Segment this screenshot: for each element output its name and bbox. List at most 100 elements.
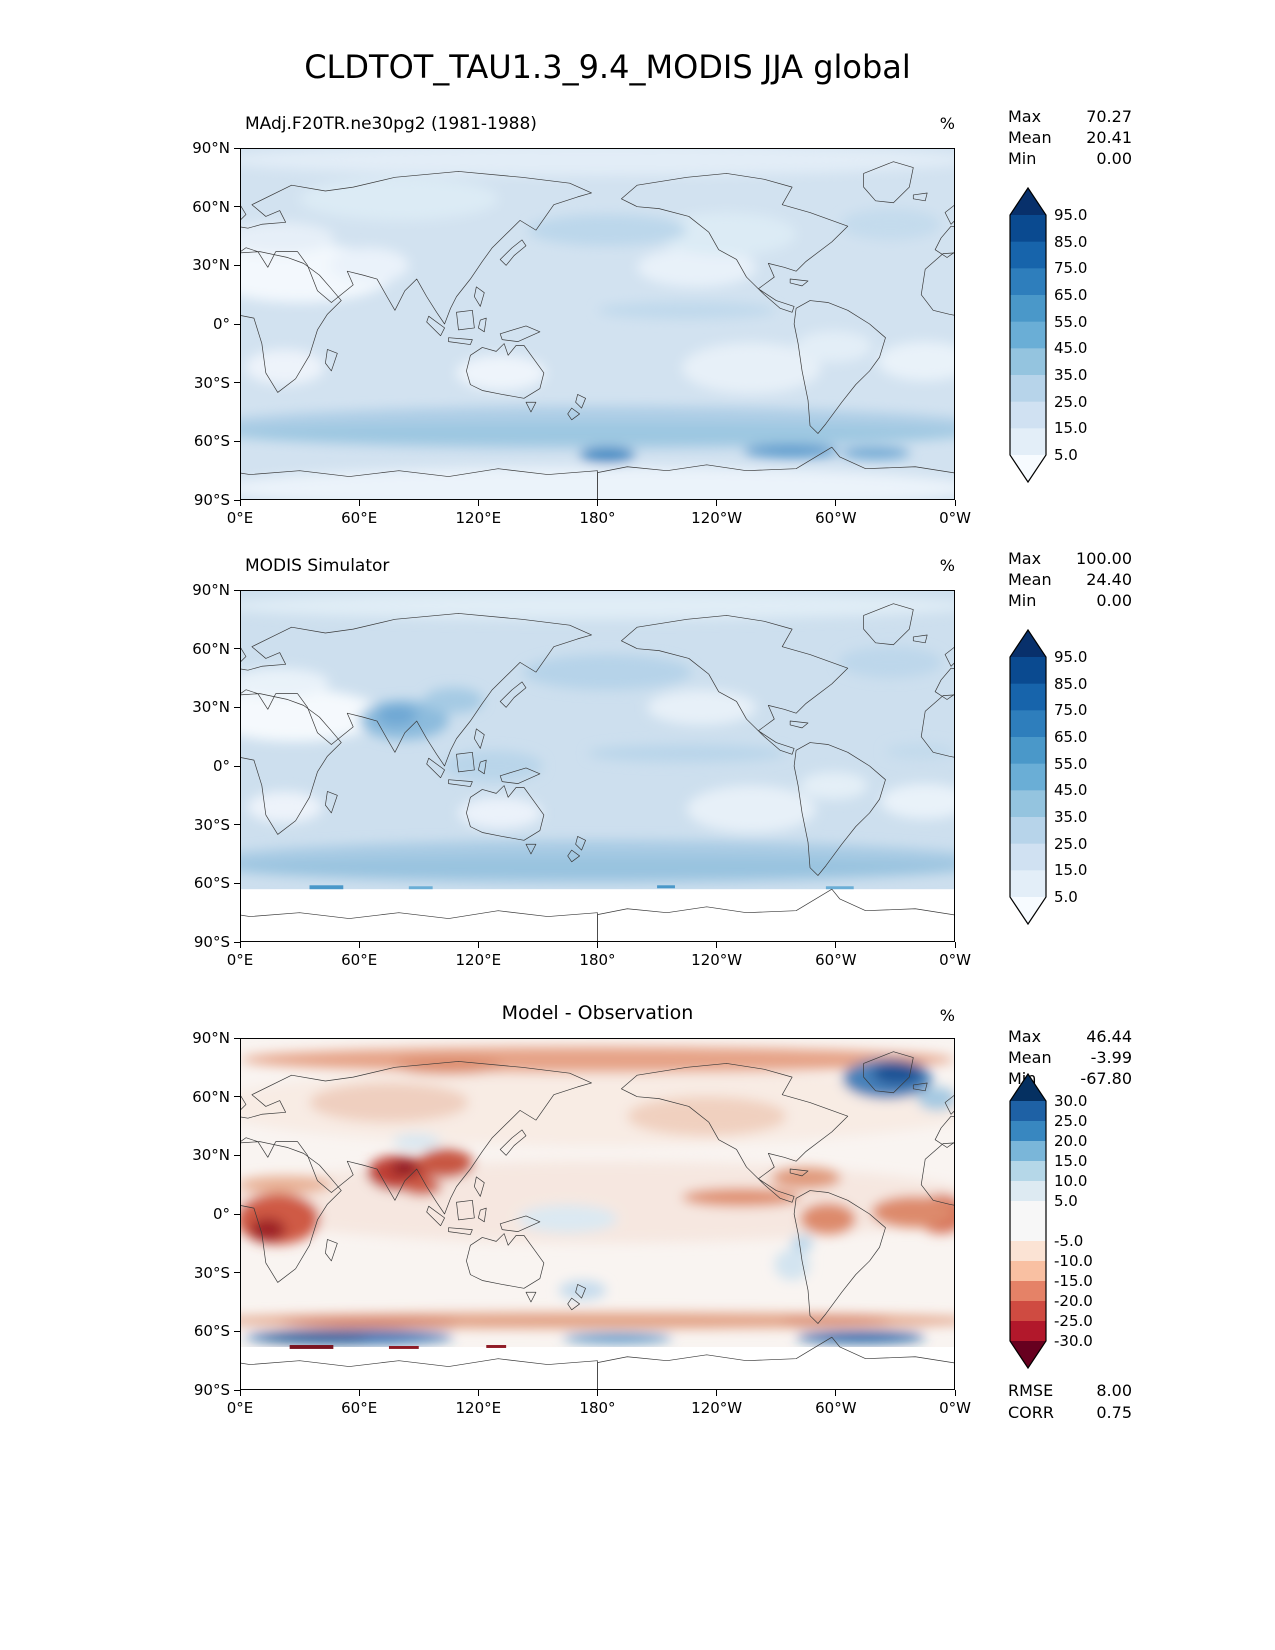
colorbar-tick-label: 95.0	[1054, 648, 1088, 666]
colorbar-tick-label: 30.0	[1054, 1092, 1088, 1110]
y-tick	[234, 1096, 240, 1098]
x-tick	[477, 942, 479, 948]
x-tick-label: 120°E	[455, 509, 502, 527]
stat-label: Max	[1008, 1027, 1042, 1046]
y-tick-label: 60°S	[193, 1322, 230, 1341]
colorbar-tick-label: 45.0	[1054, 781, 1088, 800]
colorbar-tick-label: 85.0	[1054, 674, 1088, 693]
map-observation	[240, 590, 955, 942]
figure-title: CLDTOT_TAU1.3_9.4_MODIS JJA global	[304, 48, 911, 86]
colorbar-outline	[1009, 1072, 1047, 1370]
panel1-unit: %	[939, 114, 955, 133]
stat-label: Mean	[1008, 570, 1052, 589]
colorbar-segment	[1010, 375, 1046, 403]
colorbar-tick-label: -10.0	[1054, 1252, 1093, 1270]
colorbar-tick-label: 25.0	[1054, 834, 1088, 853]
colorbar-segment	[1010, 428, 1046, 456]
colorbar-segment	[1010, 1241, 1046, 1262]
colorbar-segment	[1010, 1301, 1046, 1322]
x-tick-label: 120°W	[691, 951, 743, 969]
colorbar-tick-label: 15.0	[1054, 419, 1088, 438]
panel3-metrics: RMSE 8.00 CORR 0.75	[1008, 1380, 1132, 1424]
y-tick	[234, 206, 240, 208]
x-tick-label: 180°	[579, 509, 616, 527]
stat-row: Mean 20.41	[1008, 127, 1132, 148]
x-tick-label: 60°E	[341, 951, 378, 969]
y-tick	[234, 1154, 240, 1156]
x-tick	[716, 942, 718, 948]
y-tick-label: 90°N	[192, 1029, 230, 1047]
y-tick	[234, 1037, 240, 1039]
y-tick	[234, 824, 240, 826]
colorbar-segment	[1010, 348, 1046, 376]
colorbar-segment	[1010, 268, 1046, 296]
colorbar-segment	[1010, 870, 1046, 898]
colorbar-tick-label: 65.0	[1054, 728, 1088, 746]
y-tick	[234, 499, 240, 501]
colorbar-segment	[1010, 1181, 1046, 1202]
colorbar-segment	[1010, 683, 1046, 711]
metric-label: CORR	[1008, 1403, 1054, 1422]
colorbar-tick-label: 5.0	[1054, 446, 1078, 464]
y-tick	[234, 648, 240, 650]
colorbar-observation	[1009, 628, 1047, 926]
x-tick-label: 60°W	[815, 951, 857, 969]
colorbar-outline	[1009, 628, 1047, 926]
colorbar-tick-label: 10.0	[1054, 1172, 1088, 1190]
x-tick	[597, 1390, 598, 1396]
y-tick-label: 30°N	[192, 1146, 230, 1165]
colorbar-segment	[1010, 710, 1046, 738]
colorbar-segment	[1010, 1321, 1046, 1342]
x-tick	[597, 942, 598, 948]
colorbar-segment	[1010, 1121, 1046, 1142]
colorbar-tick-label: 35.0	[1054, 366, 1088, 384]
colorbar-tick-label: 75.0	[1054, 701, 1088, 720]
metric-value: 8.00	[1096, 1381, 1132, 1400]
colorbar-segment	[1010, 321, 1046, 349]
colorbar-tick-label: -30.0	[1054, 1332, 1093, 1350]
x-tick	[835, 942, 837, 948]
colorbar-difference	[1009, 1072, 1047, 1370]
colorbar-segment	[1010, 241, 1046, 269]
colorbar-tick-label: 15.0	[1054, 861, 1088, 880]
y-tick-label: 0°	[212, 1205, 230, 1223]
colorbar-segment	[1010, 737, 1046, 765]
stat-value: -3.99	[1090, 1048, 1132, 1067]
x-tick-label: 180°	[579, 951, 616, 969]
x-tick	[954, 500, 956, 506]
y-tick-label: 60°N	[192, 1087, 230, 1106]
x-tick	[716, 500, 718, 506]
colorbar-tick-label: 55.0	[1054, 754, 1088, 773]
colorbar-tick-label: 20.0	[1054, 1132, 1088, 1150]
map-difference	[240, 1038, 955, 1390]
x-tick-label: 60°W	[815, 1399, 857, 1417]
x-tick-label: 120°W	[691, 509, 743, 527]
colorbar-tick-label: 25.0	[1054, 392, 1088, 411]
y-tick-label: 60°S	[193, 874, 230, 893]
stat-value: 24.40	[1086, 570, 1132, 589]
y-tick	[234, 882, 240, 884]
y-tick-label: 90°S	[193, 1381, 230, 1399]
colorbar-tick-label: 5.0	[1054, 1192, 1078, 1210]
y-tick-label: 30°N	[192, 256, 230, 275]
colorbar-tick-label: 5.0	[1054, 888, 1078, 906]
stat-value: 0.00	[1096, 591, 1132, 610]
stat-row: Min 0.00	[1008, 590, 1132, 611]
y-tick-label: 90°N	[192, 581, 230, 599]
map-model	[240, 148, 955, 500]
x-tick	[477, 1390, 479, 1396]
x-tick	[716, 1390, 718, 1396]
map-difference-svg	[240, 1038, 955, 1390]
metric-label: RMSE	[1008, 1381, 1054, 1400]
y-tick-label: 30°S	[193, 815, 230, 834]
stat-row: Min 0.00	[1008, 148, 1132, 169]
y-tick-label: 30°N	[192, 698, 230, 717]
x-tick	[239, 1390, 241, 1396]
colorbar-segment	[1010, 817, 1046, 845]
stat-value: 0.00	[1096, 149, 1132, 168]
x-tick-label: 0°E	[226, 509, 254, 527]
y-tick	[234, 765, 240, 767]
colorbar-segment	[1010, 1281, 1046, 1302]
metric-value: 0.75	[1096, 1403, 1132, 1422]
